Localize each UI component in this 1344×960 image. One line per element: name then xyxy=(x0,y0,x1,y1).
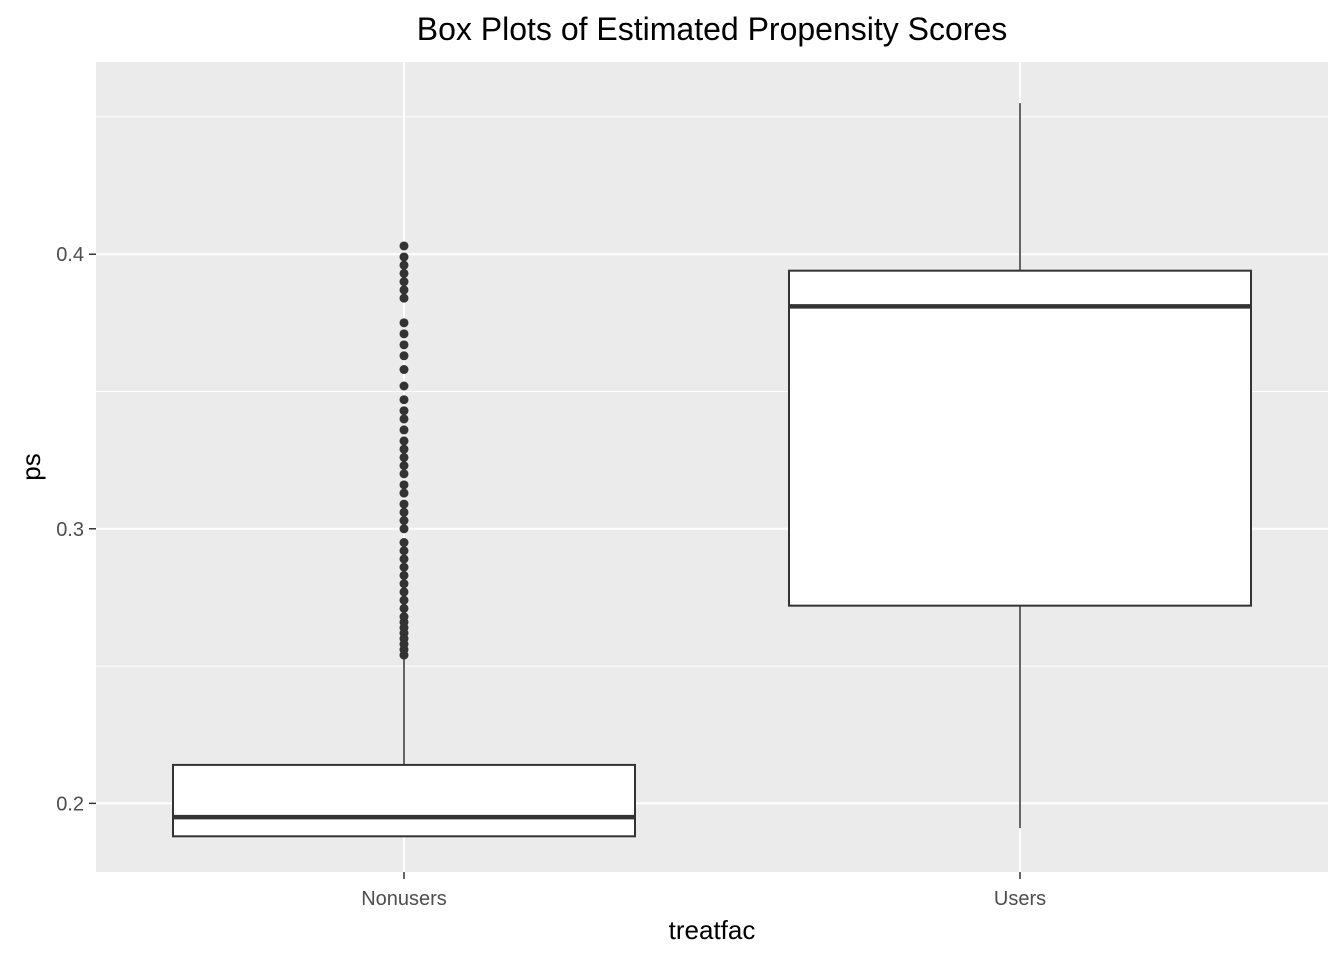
x-tick-label: Users xyxy=(994,888,1046,910)
outlier-point xyxy=(399,538,409,548)
box-iqr xyxy=(172,763,636,838)
outlier-point xyxy=(399,277,409,287)
outlier-point xyxy=(399,285,409,295)
outlier-point xyxy=(399,452,409,462)
outlier-point xyxy=(399,444,409,454)
x-tick-label: Nonusers xyxy=(361,888,447,910)
x-axis-title: treatfac xyxy=(669,915,756,945)
y-tick-label: 0.3 xyxy=(56,519,84,541)
outlier-point xyxy=(399,381,409,391)
box-iqr xyxy=(788,269,1252,607)
boxes xyxy=(172,103,1252,838)
outlier-point xyxy=(399,480,409,490)
box-users xyxy=(788,103,1252,829)
outlier-point xyxy=(399,414,409,424)
y-tick-label: 0.4 xyxy=(56,244,84,266)
outlier-point xyxy=(399,516,409,526)
outlier-point xyxy=(399,469,409,479)
outlier-point xyxy=(399,595,409,605)
outlier-point xyxy=(399,425,409,435)
outlier-point xyxy=(399,351,409,361)
outlier-point xyxy=(399,268,409,278)
outlier-point xyxy=(399,612,409,622)
chart-title: Box Plots of Estimated Propensity Scores xyxy=(417,11,1007,47)
outlier-point xyxy=(399,579,409,589)
outlier-point xyxy=(399,554,409,564)
outlier-point xyxy=(399,546,409,556)
outlier-point xyxy=(399,524,409,534)
outlier-point xyxy=(399,406,409,416)
box-nonusers xyxy=(172,241,636,838)
y-axis: 0.2 0.3 0.4 xyxy=(56,244,96,815)
y-axis-title: ps xyxy=(16,453,46,480)
outlier-point xyxy=(399,318,409,328)
x-axis: Nonusers Users xyxy=(361,872,1046,910)
outlier-point xyxy=(399,329,409,339)
outlier-point xyxy=(399,365,409,375)
outlier-point xyxy=(399,293,409,303)
outlier-point xyxy=(399,436,409,446)
y-tick-label: 0.2 xyxy=(56,793,84,815)
outlier-point xyxy=(399,507,409,517)
outlier-point xyxy=(399,587,409,597)
outlier-point xyxy=(399,461,409,471)
outlier-point xyxy=(399,252,409,262)
outlier-point xyxy=(399,241,409,251)
outlier-point xyxy=(399,562,409,572)
outlier-point xyxy=(399,340,409,350)
outlier-point xyxy=(399,603,409,613)
outlier-point xyxy=(399,499,409,509)
outlier-point xyxy=(399,570,409,580)
outlier-point xyxy=(399,260,409,270)
outlier-point xyxy=(399,395,409,405)
outlier-point xyxy=(399,488,409,498)
